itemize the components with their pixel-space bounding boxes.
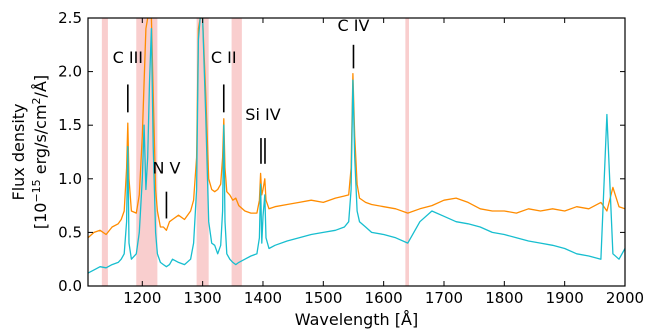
x-tick-label: 2000 xyxy=(606,289,644,307)
annotation-label: N V xyxy=(152,158,180,177)
series-line-0 xyxy=(88,18,625,239)
y-axis-label-units: erg/s/cm xyxy=(31,104,50,179)
line-annotations: C III N V C II Si IV C IV xyxy=(113,16,370,219)
x-tick-label: 1800 xyxy=(485,289,523,307)
x-axis-label: Wavelength [Å] xyxy=(295,310,418,329)
y-axis-label-line1: Flux density xyxy=(9,103,28,200)
masked-region-0 xyxy=(101,18,108,286)
masked-region-4 xyxy=(405,18,409,286)
y-tick-label: 1.0 xyxy=(58,170,82,188)
x-tick-label: 1900 xyxy=(546,289,584,307)
annotation-label: C IV xyxy=(338,16,370,35)
y-axis-label-suffix: /Å] xyxy=(31,75,50,98)
x-tick-label: 1600 xyxy=(365,289,403,307)
y-axis-label-exponent-2: 2 xyxy=(30,97,43,104)
y-tick-label: 1.5 xyxy=(58,116,82,134)
y-tick-label: 2.5 xyxy=(58,9,82,27)
plot-frame xyxy=(87,17,626,287)
series-lines xyxy=(88,18,625,274)
masked-region-3 xyxy=(231,18,242,286)
x-tick-label: 1300 xyxy=(184,289,222,307)
y-tick-label: 0.0 xyxy=(58,277,82,295)
series-line-1 xyxy=(88,18,625,274)
y-axis-label-exponent: −15 xyxy=(30,179,43,202)
x-tick-label: 1400 xyxy=(244,289,282,307)
annotation-label: C III xyxy=(113,48,143,67)
annotation-label: Si IV xyxy=(245,105,280,124)
annotation-label: C II xyxy=(211,48,237,67)
x-tick-label: 1700 xyxy=(425,289,463,307)
x-tick-label: 1500 xyxy=(304,289,342,307)
y-axis-label-line2: [10−15 erg/s/cm2/Å] xyxy=(30,75,51,229)
y-axis-label-prefix: [10 xyxy=(31,203,50,230)
axis-ticks: 1200 1300 1400 1500 1600 1700 1800 1900 2000 0.0 0… xyxy=(58,9,644,307)
y-tick-label: 0.5 xyxy=(58,223,82,241)
y-tick-label: 2.0 xyxy=(58,63,82,81)
x-tick-label: 1200 xyxy=(123,289,161,307)
